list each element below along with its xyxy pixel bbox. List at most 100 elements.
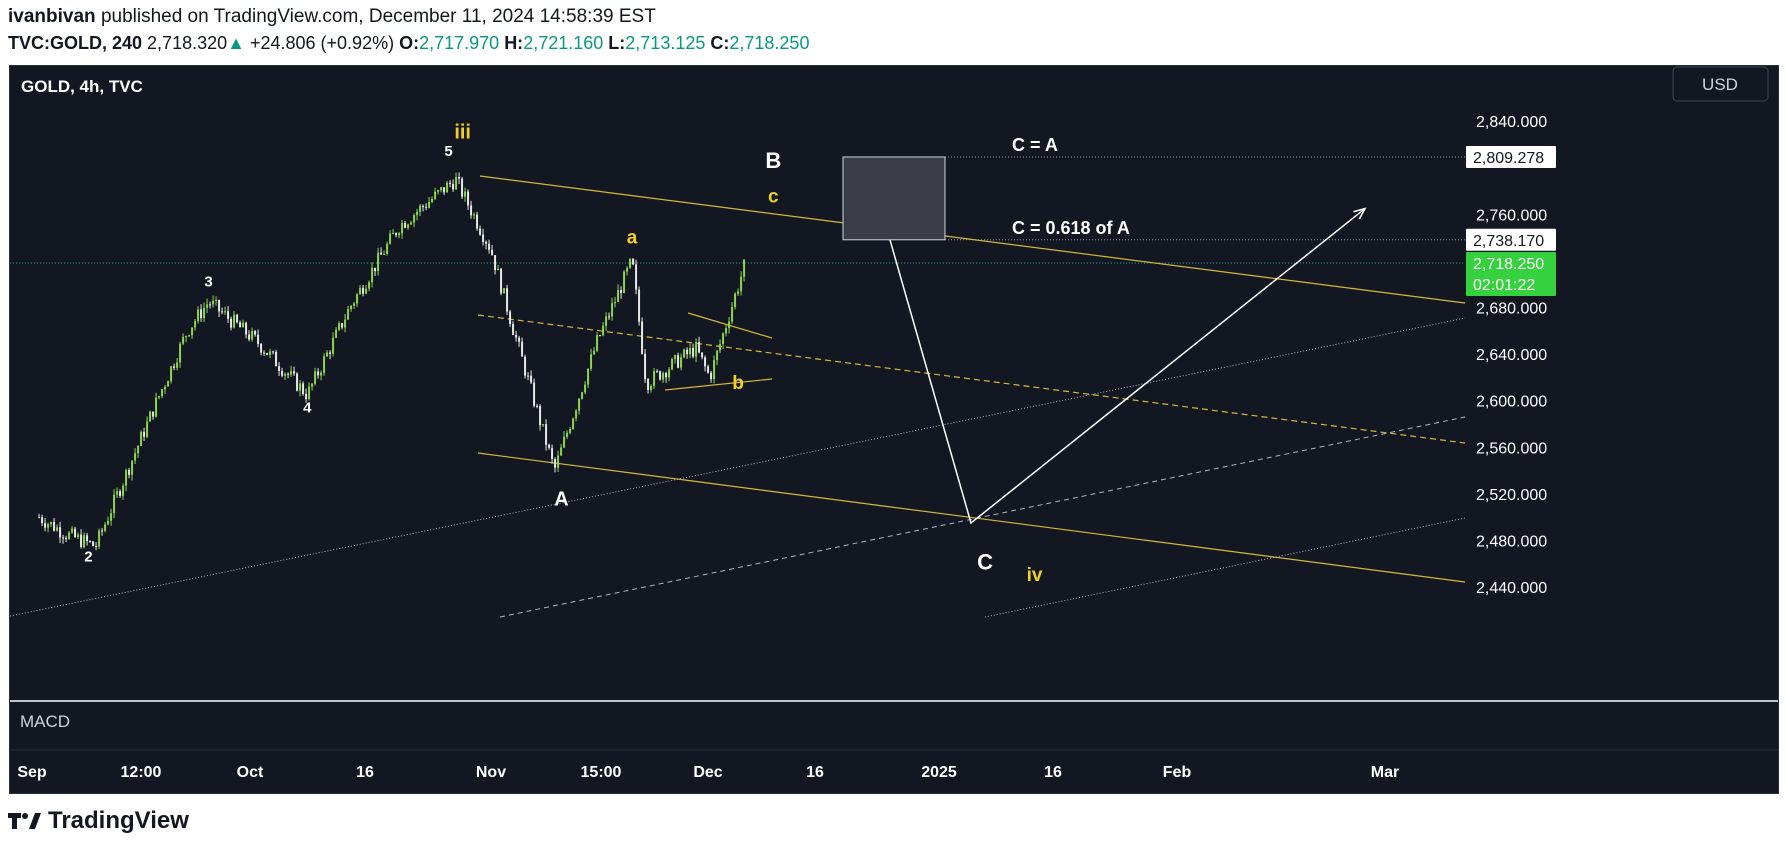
candle-body — [611, 303, 614, 317]
wave-label-6[interactable]: a — [627, 227, 638, 248]
x-tick-label: 12:00 — [121, 764, 162, 781]
candle-body — [287, 373, 290, 375]
target-label-0[interactable]: C = A — [1012, 135, 1058, 155]
candle-body — [200, 309, 203, 319]
candle-body — [407, 224, 410, 228]
candle-body — [296, 373, 299, 391]
currency-button[interactable] — [1672, 66, 1769, 102]
candle-body — [554, 459, 557, 468]
candle-body — [638, 289, 641, 322]
y-tick-label: 2,560.000 — [1476, 440, 1547, 457]
author-name[interactable]: ivanbivan — [8, 6, 96, 27]
candle-body — [701, 352, 704, 358]
wave-label-10[interactable]: C — [977, 550, 993, 575]
candle-body — [662, 372, 665, 380]
candle-body — [134, 453, 137, 461]
candle-body — [59, 527, 62, 538]
trendline-gray-2[interactable] — [499, 416, 1466, 618]
candle-body — [308, 386, 311, 400]
trendline-gray-3[interactable] — [984, 517, 1466, 618]
wave-label-7[interactable]: b — [732, 373, 744, 394]
triangle-lower-line[interactable] — [664, 378, 773, 391]
candle-body — [149, 411, 152, 422]
candle-body — [725, 328, 728, 334]
chart-title[interactable]: GOLD, 4h, TVC — [21, 77, 143, 96]
x-tick-label: Oct — [237, 764, 264, 781]
candle-body — [218, 299, 221, 312]
wave-label-0[interactable]: 2 — [84, 548, 92, 565]
candle-body — [128, 470, 131, 475]
candle-body — [563, 436, 566, 448]
wave-label-2[interactable]: 4 — [303, 399, 312, 416]
x-tick-label: Dec — [693, 764, 722, 781]
price-marker-box-0 — [1466, 145, 1556, 168]
x-tick-label: Sep — [17, 764, 47, 781]
channel-bottom-line[interactable] — [477, 452, 1466, 583]
candle-body — [140, 431, 143, 446]
candle-body — [608, 316, 611, 318]
candle-body — [227, 311, 230, 319]
wave-label-5[interactable]: A — [554, 488, 568, 510]
low-value: 2,713.125 — [625, 33, 706, 53]
projection-arrow-head[interactable] — [1353, 207, 1367, 220]
candle-body — [644, 353, 647, 380]
candle-body — [344, 319, 347, 328]
candle-body — [113, 494, 116, 514]
candle-body — [266, 353, 269, 355]
candle-body — [503, 288, 506, 294]
candle-body — [191, 327, 194, 336]
wave-label-3[interactable]: 5 — [444, 143, 452, 160]
candle-body — [317, 371, 320, 376]
x-tick-label: 15:00 — [581, 764, 622, 781]
candle-body — [635, 264, 638, 290]
candle-body — [374, 267, 377, 272]
candle-body — [671, 358, 674, 370]
candle-body — [518, 337, 521, 342]
wave-label-9[interactable]: c — [768, 187, 779, 208]
channel-mid-line[interactable] — [477, 314, 1466, 444]
candle-body — [650, 385, 653, 391]
candle-body — [335, 329, 338, 338]
candle-body — [233, 314, 236, 328]
open-value: 2,717.970 — [419, 33, 500, 53]
low-label: L: — [608, 33, 626, 53]
candle-body — [326, 352, 329, 357]
wave-label-11[interactable]: iv — [1027, 565, 1043, 586]
candle-body — [530, 375, 533, 383]
candle-body — [104, 524, 107, 531]
macd-label[interactable]: MACD — [20, 712, 70, 731]
x-tick-label: 2025 — [921, 764, 957, 781]
candle-body — [305, 393, 308, 400]
candle-body — [155, 397, 158, 417]
symbol-quote-line: TVC:GOLD, 240 2,718.320▲ +24.806 (+0.92%… — [8, 33, 809, 54]
candle-body — [578, 398, 581, 411]
candle-body — [734, 293, 737, 307]
wave-label-1[interactable]: 3 — [204, 274, 212, 291]
wave-label-4[interactable]: iii — [454, 122, 471, 144]
high-value: 2,721.160 — [523, 33, 604, 53]
candle-body — [146, 421, 149, 437]
candle-body — [704, 357, 707, 367]
logo-text: TradingView — [48, 807, 189, 834]
last-price: 2,718.320 — [147, 33, 228, 53]
candle-body — [629, 258, 632, 268]
candle-body — [743, 259, 746, 277]
candle-body — [383, 253, 386, 255]
channel-top-line[interactable] — [479, 175, 1466, 304]
candle-body — [626, 267, 629, 272]
candle-body — [413, 215, 416, 223]
wave-label-8[interactable]: B — [765, 148, 781, 173]
target-zone-box[interactable] — [842, 156, 946, 241]
published-text: published on TradingView.com, December 1… — [100, 6, 656, 27]
trendline-gray-1[interactable] — [9, 317, 1466, 617]
candle-body — [467, 191, 470, 206]
candle-body — [209, 304, 212, 306]
candle-body — [89, 541, 92, 543]
candle-body — [431, 198, 434, 202]
projection-path[interactable] — [889, 207, 1366, 525]
target-label-1[interactable]: C = 0.618 of A — [1012, 218, 1130, 238]
currency-label: USD — [1702, 75, 1738, 94]
tradingview-logo[interactable]: TradingView — [8, 807, 189, 835]
